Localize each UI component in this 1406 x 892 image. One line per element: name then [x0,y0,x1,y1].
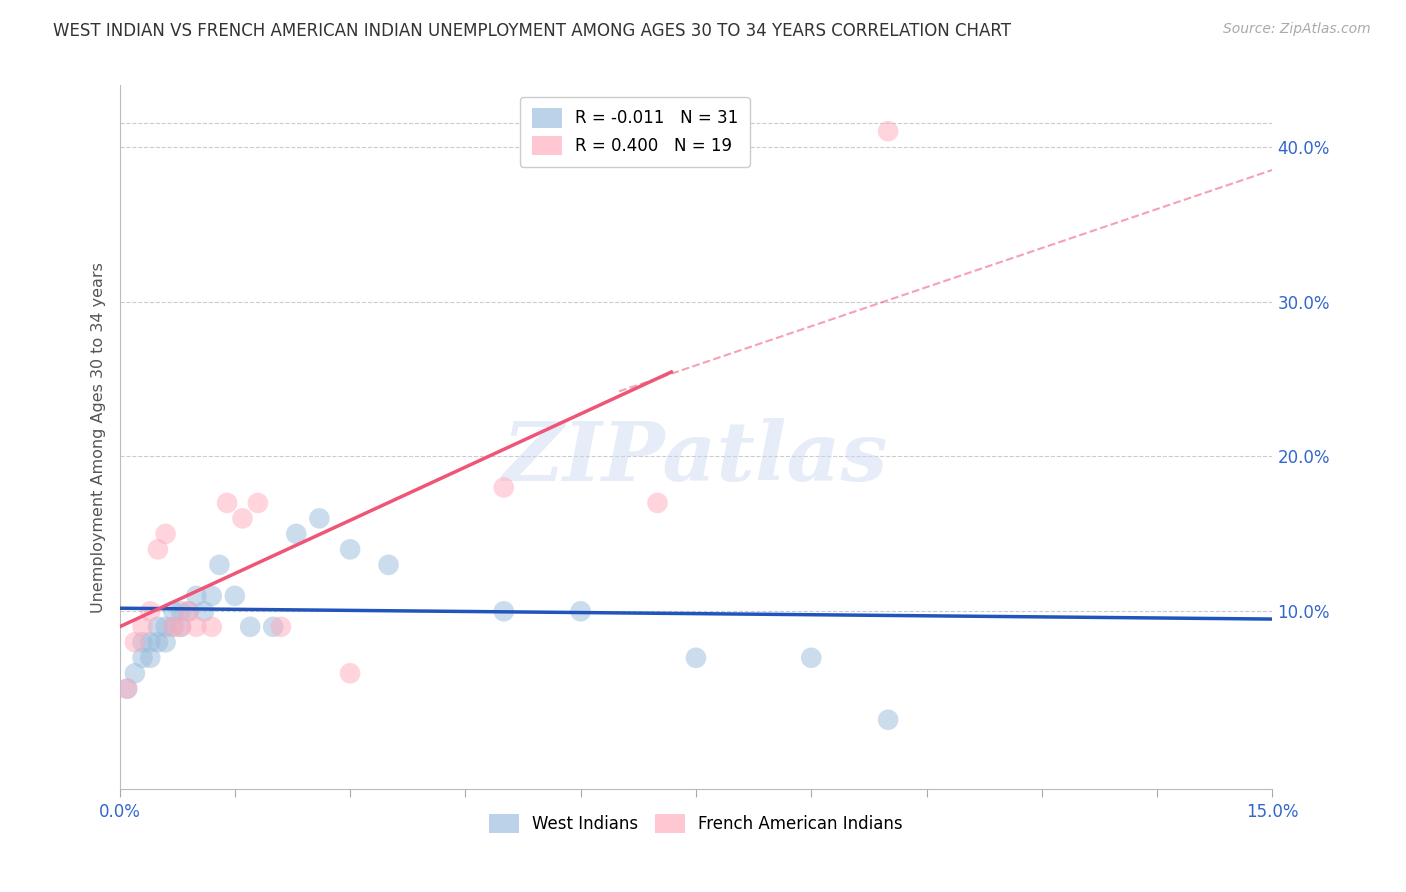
Point [877,124,900,138]
Point [155,527,177,541]
Point [270,620,292,634]
Point [177,604,200,618]
Point [201,620,224,634]
Point [800,650,823,665]
Point [146,620,169,634]
Point [124,635,146,649]
Point [177,604,200,618]
Point [155,635,177,649]
Point [201,589,224,603]
Point [131,620,153,634]
Point [170,604,193,618]
Point [239,620,262,634]
Y-axis label: Unemployment Among Ages 30 to 34 years: Unemployment Among Ages 30 to 34 years [90,261,105,613]
Point [186,620,208,634]
Point [131,650,153,665]
Point [569,604,592,618]
Point [186,589,208,603]
Point [224,589,246,603]
Point [285,527,308,541]
Point [217,496,239,510]
Point [170,620,193,634]
Point [115,681,138,696]
Point [308,511,330,525]
Point [155,620,177,634]
Legend: West Indians, French American Indians: West Indians, French American Indians [477,802,915,845]
Point [162,620,184,634]
Point [115,681,138,696]
Point [146,635,169,649]
Point [231,511,253,525]
Point [262,620,284,634]
Text: WEST INDIAN VS FRENCH AMERICAN INDIAN UNEMPLOYMENT AMONG AGES 30 TO 34 YEARS COR: WEST INDIAN VS FRENCH AMERICAN INDIAN UN… [53,22,1011,40]
Point [492,604,515,618]
Point [124,666,146,681]
Point [246,496,269,510]
Point [685,650,707,665]
Point [339,666,361,681]
Text: Source: ZipAtlas.com: Source: ZipAtlas.com [1223,22,1371,37]
Point [647,496,669,510]
Point [877,713,900,727]
Point [162,620,184,634]
Point [131,635,153,649]
Point [139,650,162,665]
Text: ZIPatlas: ZIPatlas [503,418,889,499]
Point [339,542,361,557]
Point [162,604,184,618]
Point [193,604,215,618]
Point [492,480,515,494]
Point [377,558,399,572]
Point [208,558,231,572]
Point [146,542,169,557]
Point [139,635,162,649]
Point [139,604,162,618]
Point [170,620,193,634]
